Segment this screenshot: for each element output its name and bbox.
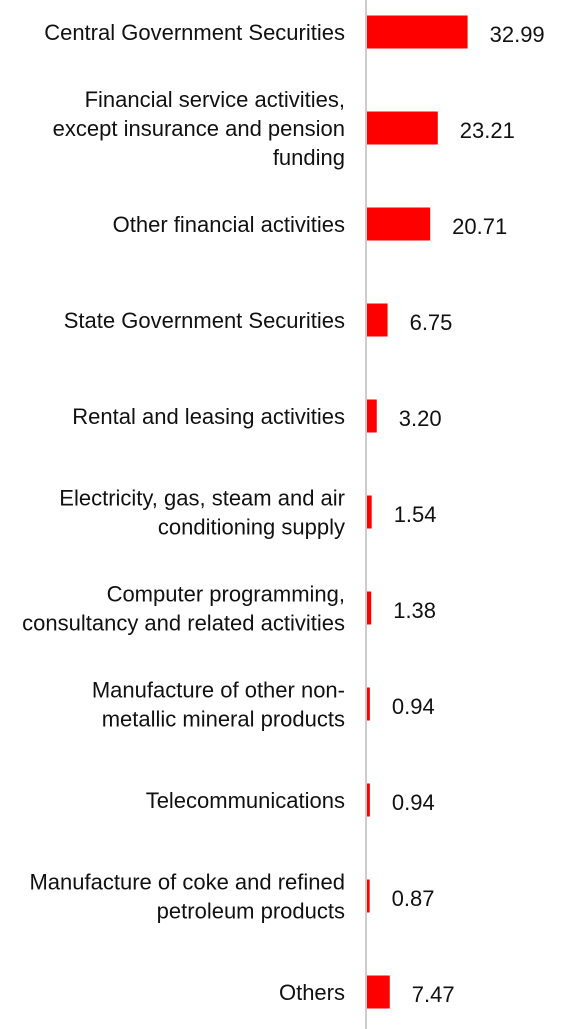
category-label: Electricity, gas, steam and air condition…: [59, 486, 345, 540]
chart-rows: Central Government Securities 32.99 Financ…: [22, 15, 545, 1009]
chart-row: Rental and leasing activities 3.20: [72, 399, 442, 433]
bar: [367, 783, 370, 817]
category-label-line: Electricity, gas, steam and air: [59, 486, 345, 511]
category-label: State Government Securities: [64, 308, 345, 333]
bar: [367, 207, 431, 241]
bar: [367, 687, 370, 721]
category-label-line: Computer programming,: [107, 582, 345, 607]
chart-row: Electricity, gas, steam and air condition…: [59, 486, 436, 540]
chart-row: Other financial activities 20.71: [113, 207, 507, 241]
category-label-line: Others: [279, 980, 345, 1005]
category-label: Central Government Securities: [44, 20, 345, 45]
bar: [367, 975, 390, 1009]
chart-row: Central Government Securities 32.99: [44, 15, 545, 49]
bar: [367, 879, 370, 913]
category-label: Others: [279, 980, 345, 1005]
chart-row: Manufacture of other non-metallic minera…: [92, 678, 435, 732]
category-label: Manufacture of coke and refined petroleum…: [29, 870, 345, 924]
category-label-line: petroleum products: [157, 899, 345, 924]
value-label: 20.71: [452, 214, 507, 239]
category-label-line: Rental and leasing activities: [72, 404, 345, 429]
bar: [367, 399, 377, 433]
value-label: 3.20: [399, 406, 442, 431]
value-label: 1.38: [393, 598, 436, 623]
category-label-line: Telecommunications: [146, 788, 345, 813]
chart-row: Financial service activities, except insu…: [53, 87, 515, 170]
bar: [367, 15, 468, 49]
category-label-line: Manufacture of coke and refined: [29, 870, 345, 895]
category-label: Other financial activities: [113, 212, 345, 237]
value-label: 0.87: [392, 886, 435, 911]
value-label: 7.47: [412, 982, 455, 1007]
category-label-line: conditioning supply: [158, 515, 345, 540]
value-label: 23.21: [460, 118, 515, 143]
category-label-line: Manufacture of other non-: [92, 678, 345, 703]
category-label-line: consultancy and related activities: [22, 611, 345, 636]
category-label: Manufacture of other non-metallic minera…: [92, 678, 345, 732]
value-label: 0.94: [392, 694, 435, 719]
value-label: 6.75: [410, 310, 453, 335]
chart-row: Manufacture of coke and refined petroleum…: [29, 870, 434, 924]
chart-row: Others 7.47: [279, 975, 455, 1009]
bar: [367, 591, 372, 625]
chart-row: Telecommunications 0.94: [146, 783, 435, 817]
category-label: Computer programming, consultancy and rel…: [22, 582, 345, 636]
category-label-line: metallic mineral products: [102, 707, 345, 732]
category-label: Financial service activities, except insu…: [53, 87, 345, 170]
category-label-line: Financial service activities,: [85, 87, 345, 112]
value-label: 32.99: [490, 22, 545, 47]
value-label: 0.94: [392, 790, 435, 815]
value-label: 1.54: [394, 502, 437, 527]
category-label-line: except insurance and pension: [53, 116, 345, 141]
category-label-line: Other financial activities: [113, 212, 345, 237]
category-label: Rental and leasing activities: [72, 404, 345, 429]
category-label-line: State Government Securities: [64, 308, 345, 333]
bar: [367, 495, 372, 529]
bar: [367, 111, 438, 145]
bar: [367, 303, 388, 337]
category-label-line: funding: [273, 145, 345, 170]
chart-row: State Government Securities 6.75: [64, 303, 453, 337]
category-label: Telecommunications: [146, 788, 345, 813]
category-label-line: Central Government Securities: [44, 20, 345, 45]
chart-row: Computer programming, consultancy and rel…: [22, 582, 436, 636]
